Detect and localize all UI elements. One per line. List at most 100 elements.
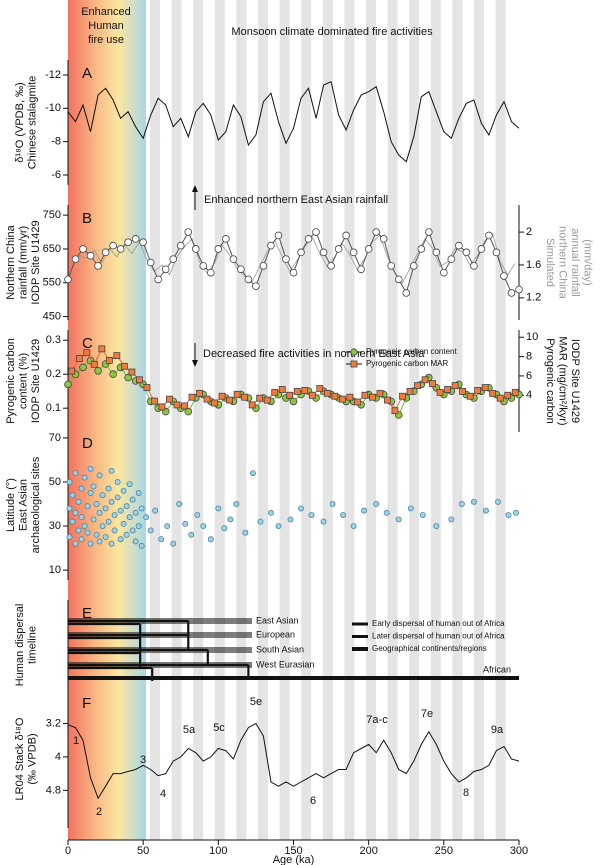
- arrow-head: [192, 185, 198, 192]
- site-point: [194, 512, 201, 518]
- site-point: [78, 514, 85, 521]
- marker: [109, 370, 117, 379]
- marker: [417, 245, 426, 253]
- site-point: [433, 523, 440, 529]
- x-tick-label: 300: [510, 845, 528, 857]
- site-point: [111, 512, 118, 518]
- y-tick-label: 4: [55, 751, 61, 763]
- marker: [406, 387, 414, 395]
- site-point: [158, 536, 165, 543]
- site-point: [147, 527, 154, 534]
- y-tick-label: 450: [43, 311, 61, 323]
- site-point: [188, 531, 195, 538]
- marker: [143, 384, 151, 391]
- marker: [286, 391, 294, 399]
- site-point: [72, 540, 79, 547]
- marker: [394, 275, 403, 284]
- marker: [297, 248, 305, 257]
- site-point: [170, 540, 177, 547]
- marker: [338, 395, 346, 403]
- marker: [79, 245, 87, 253]
- marker: [83, 349, 91, 357]
- site-point: [75, 527, 82, 534]
- marker: [259, 262, 268, 270]
- marker: [139, 238, 147, 247]
- legend-label: Pyrogenic carbon MAR: [366, 359, 448, 368]
- y-axis-label: archaeological sites: [30, 456, 42, 553]
- marker: [282, 255, 290, 263]
- marker: [64, 275, 72, 284]
- site-point: [373, 501, 380, 507]
- background: [68, 0, 506, 840]
- y-axis-label: δ¹⁸O (VPDB, ‰): [14, 82, 26, 162]
- site-point: [176, 501, 183, 507]
- marker: [331, 392, 339, 400]
- y-axis-label: Chinese stalagmite: [26, 76, 38, 170]
- site-point: [320, 518, 327, 525]
- y-tick-label: 650: [43, 243, 61, 255]
- site-point: [96, 509, 103, 516]
- site-point: [84, 529, 91, 536]
- legend-label: Pyrogenic carbon content: [366, 347, 458, 356]
- site-point: [69, 492, 76, 499]
- marker: [477, 245, 486, 253]
- site-point: [72, 509, 79, 516]
- y2-tick-label: 1.6: [526, 259, 541, 271]
- marker: [399, 392, 406, 400]
- site-point: [505, 512, 512, 518]
- y-axis-label: IODP Site U1429: [30, 339, 42, 423]
- marker: [169, 255, 178, 263]
- marker: [184, 228, 193, 236]
- marker: [470, 262, 478, 270]
- marker: [98, 345, 106, 353]
- y2-tick-label: 4: [526, 389, 532, 401]
- y2-axis-label: IODP Site U1429: [569, 339, 581, 423]
- site-point: [419, 512, 426, 518]
- marker: [402, 289, 411, 297]
- marker: [71, 255, 80, 263]
- x-tick-label: 200: [359, 845, 377, 857]
- y-axis-label: content (%): [17, 353, 29, 409]
- legend-label: Later dispersal of human out of Africa: [372, 632, 505, 641]
- region-label: European: [256, 629, 295, 639]
- y-tick-label: 10: [49, 564, 61, 576]
- site-point: [287, 516, 294, 523]
- site-point: [99, 523, 106, 529]
- site-point: [135, 490, 142, 496]
- y-tick-label: 0.3: [46, 334, 61, 346]
- region-label: African: [483, 664, 511, 674]
- marker: [436, 388, 444, 396]
- stripe: [236, 0, 247, 840]
- site-point: [114, 494, 121, 501]
- marker: [384, 396, 391, 404]
- y-tick-label: -10: [45, 102, 61, 114]
- site-point: [143, 514, 150, 521]
- site-point: [114, 479, 121, 485]
- stripe: [214, 0, 225, 840]
- site-point: [164, 523, 171, 529]
- marker: [349, 248, 358, 257]
- stripe: [171, 0, 182, 840]
- marker: [105, 357, 113, 364]
- marker: [79, 363, 87, 372]
- marker: [504, 391, 512, 399]
- marker: [94, 262, 102, 270]
- marker: [116, 245, 125, 253]
- y-tick-label: 550: [43, 277, 61, 289]
- site-point: [350, 523, 357, 529]
- y-axis-label: (‰ VPDB): [26, 733, 38, 784]
- y-axis-label: IODP Site U1429: [30, 220, 42, 304]
- stripe: [495, 0, 506, 840]
- site-point: [152, 507, 159, 514]
- stage-label: 5e: [250, 696, 262, 708]
- x-axis-label: Age (ka): [273, 854, 315, 865]
- y-axis-label: timeline: [26, 626, 38, 664]
- stage-label: 4: [160, 788, 166, 800]
- y2-axis-label: northern China: [557, 226, 569, 300]
- y2-axis-label: Pyrogenic carbon: [544, 338, 556, 424]
- stripe: [301, 0, 312, 840]
- data-line: [67, 722, 520, 800]
- marker: [120, 362, 128, 370]
- stage-label: 7e: [421, 708, 433, 720]
- marker: [256, 394, 264, 402]
